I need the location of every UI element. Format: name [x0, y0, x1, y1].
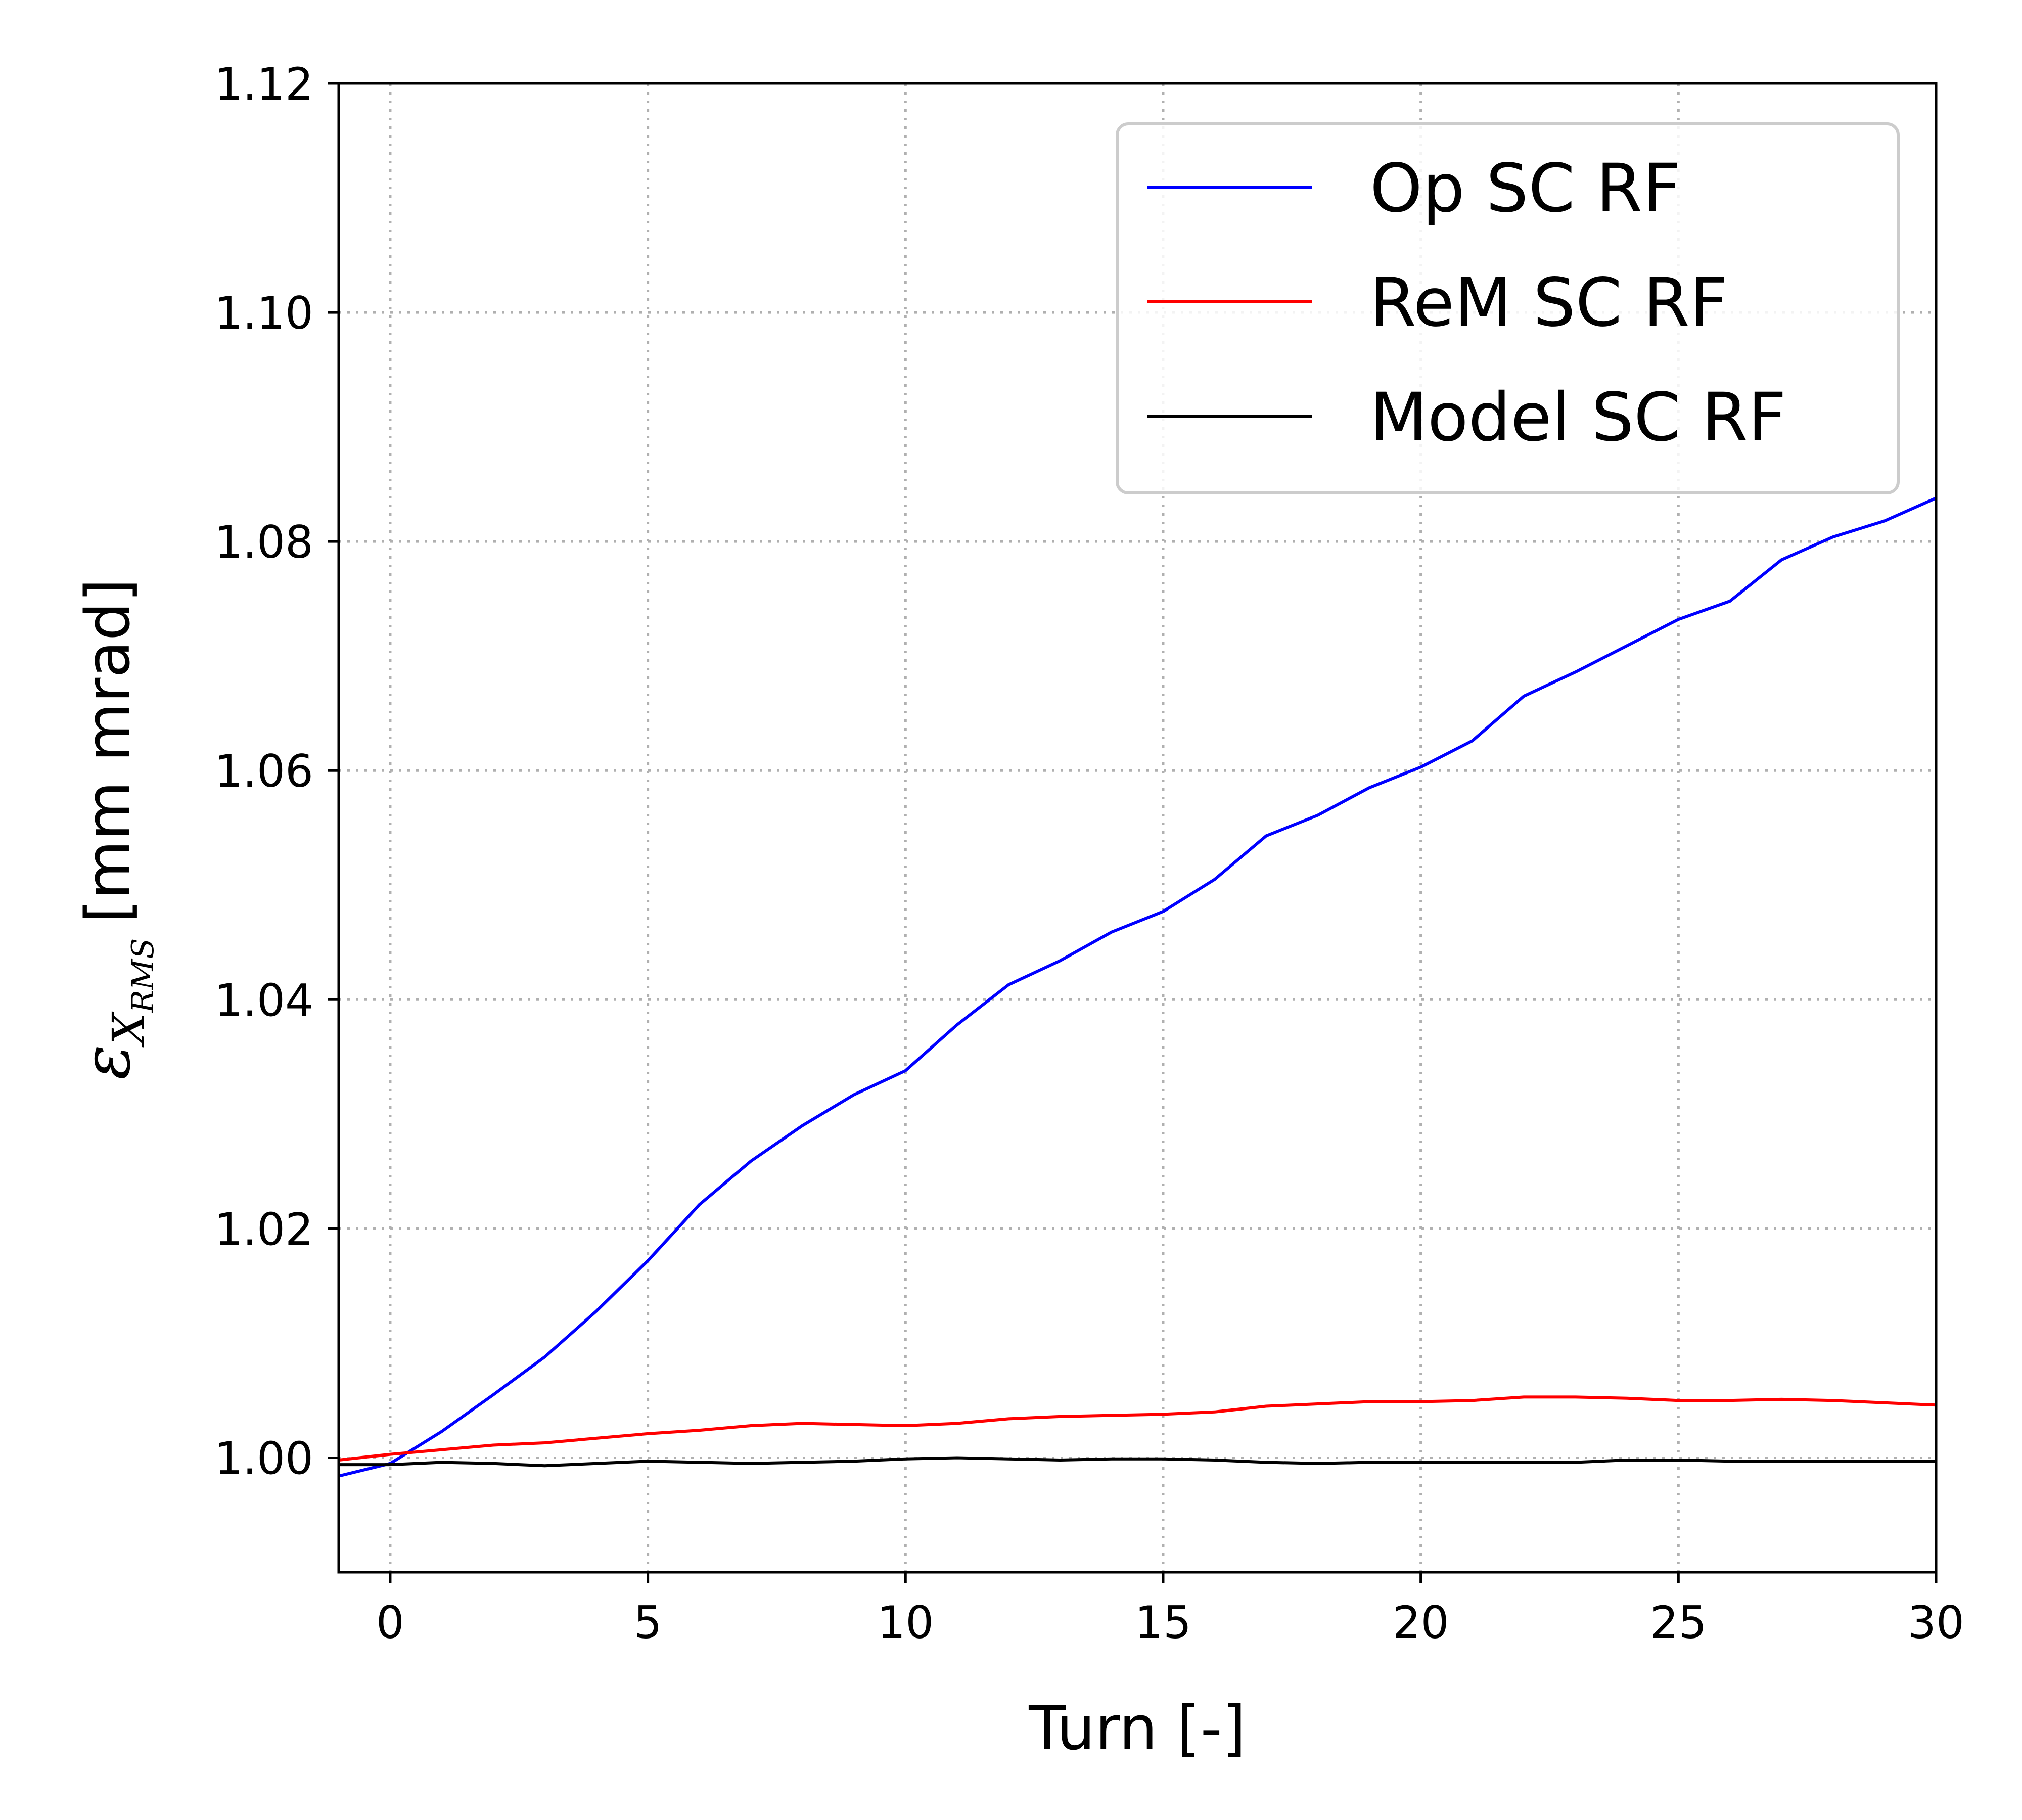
- x-tick-label: 30: [1908, 1597, 1964, 1649]
- y-axis-symbol: ε: [68, 1044, 145, 1080]
- y-tick-label: 1.06: [214, 745, 313, 797]
- y-tick-label: 1.04: [214, 974, 313, 1026]
- x-tick-label: 10: [877, 1597, 934, 1649]
- plot-frame: [337, 82, 1938, 1574]
- legend-label-op: Op SC RF: [1370, 150, 1681, 228]
- y-axis-sub: X: [103, 1011, 155, 1048]
- legend: Op SC RF ReM SC RF Model SC RF: [1116, 122, 1900, 494]
- y-axis-title: εXRMS [mm mrad]: [68, 578, 161, 1080]
- legend-label-model: Model SC RF: [1370, 379, 1786, 457]
- series-line-rem-sc-rf: [339, 1395, 1936, 1462]
- y-tick-label: 1.02: [214, 1203, 313, 1255]
- y-axis: 1.00 1.02 1.04 1.06 1.08 1.10 1.12: [214, 58, 339, 1484]
- y-axis-unit: [mm mrad]: [73, 578, 144, 923]
- legend-box: [1116, 122, 1900, 494]
- series-line-model-sc-rf: [339, 1456, 1936, 1468]
- x-axis-title: Turn [-]: [1028, 1694, 1246, 1764]
- series-group: [339, 496, 1936, 1478]
- x-tick-label: 0: [376, 1597, 404, 1649]
- y-tick-label: 1.00: [214, 1432, 313, 1484]
- x-tick-label: 15: [1135, 1597, 1191, 1649]
- legend-label-rem: ReM SC RF: [1370, 264, 1728, 342]
- y-axis-subsub: RMS: [125, 938, 161, 1014]
- x-tick-label: 20: [1393, 1597, 1449, 1649]
- x-axis: 0 5 10 15 20 25 30: [376, 1572, 1964, 1649]
- y-tick-label: 1.10: [214, 287, 313, 339]
- x-tick-label: 25: [1650, 1597, 1707, 1649]
- y-tick-label: 1.08: [214, 516, 313, 568]
- y-tick-label: 1.12: [214, 58, 313, 110]
- x-tick-label: 5: [634, 1597, 662, 1649]
- series-line-op-sc-rf: [339, 496, 1936, 1478]
